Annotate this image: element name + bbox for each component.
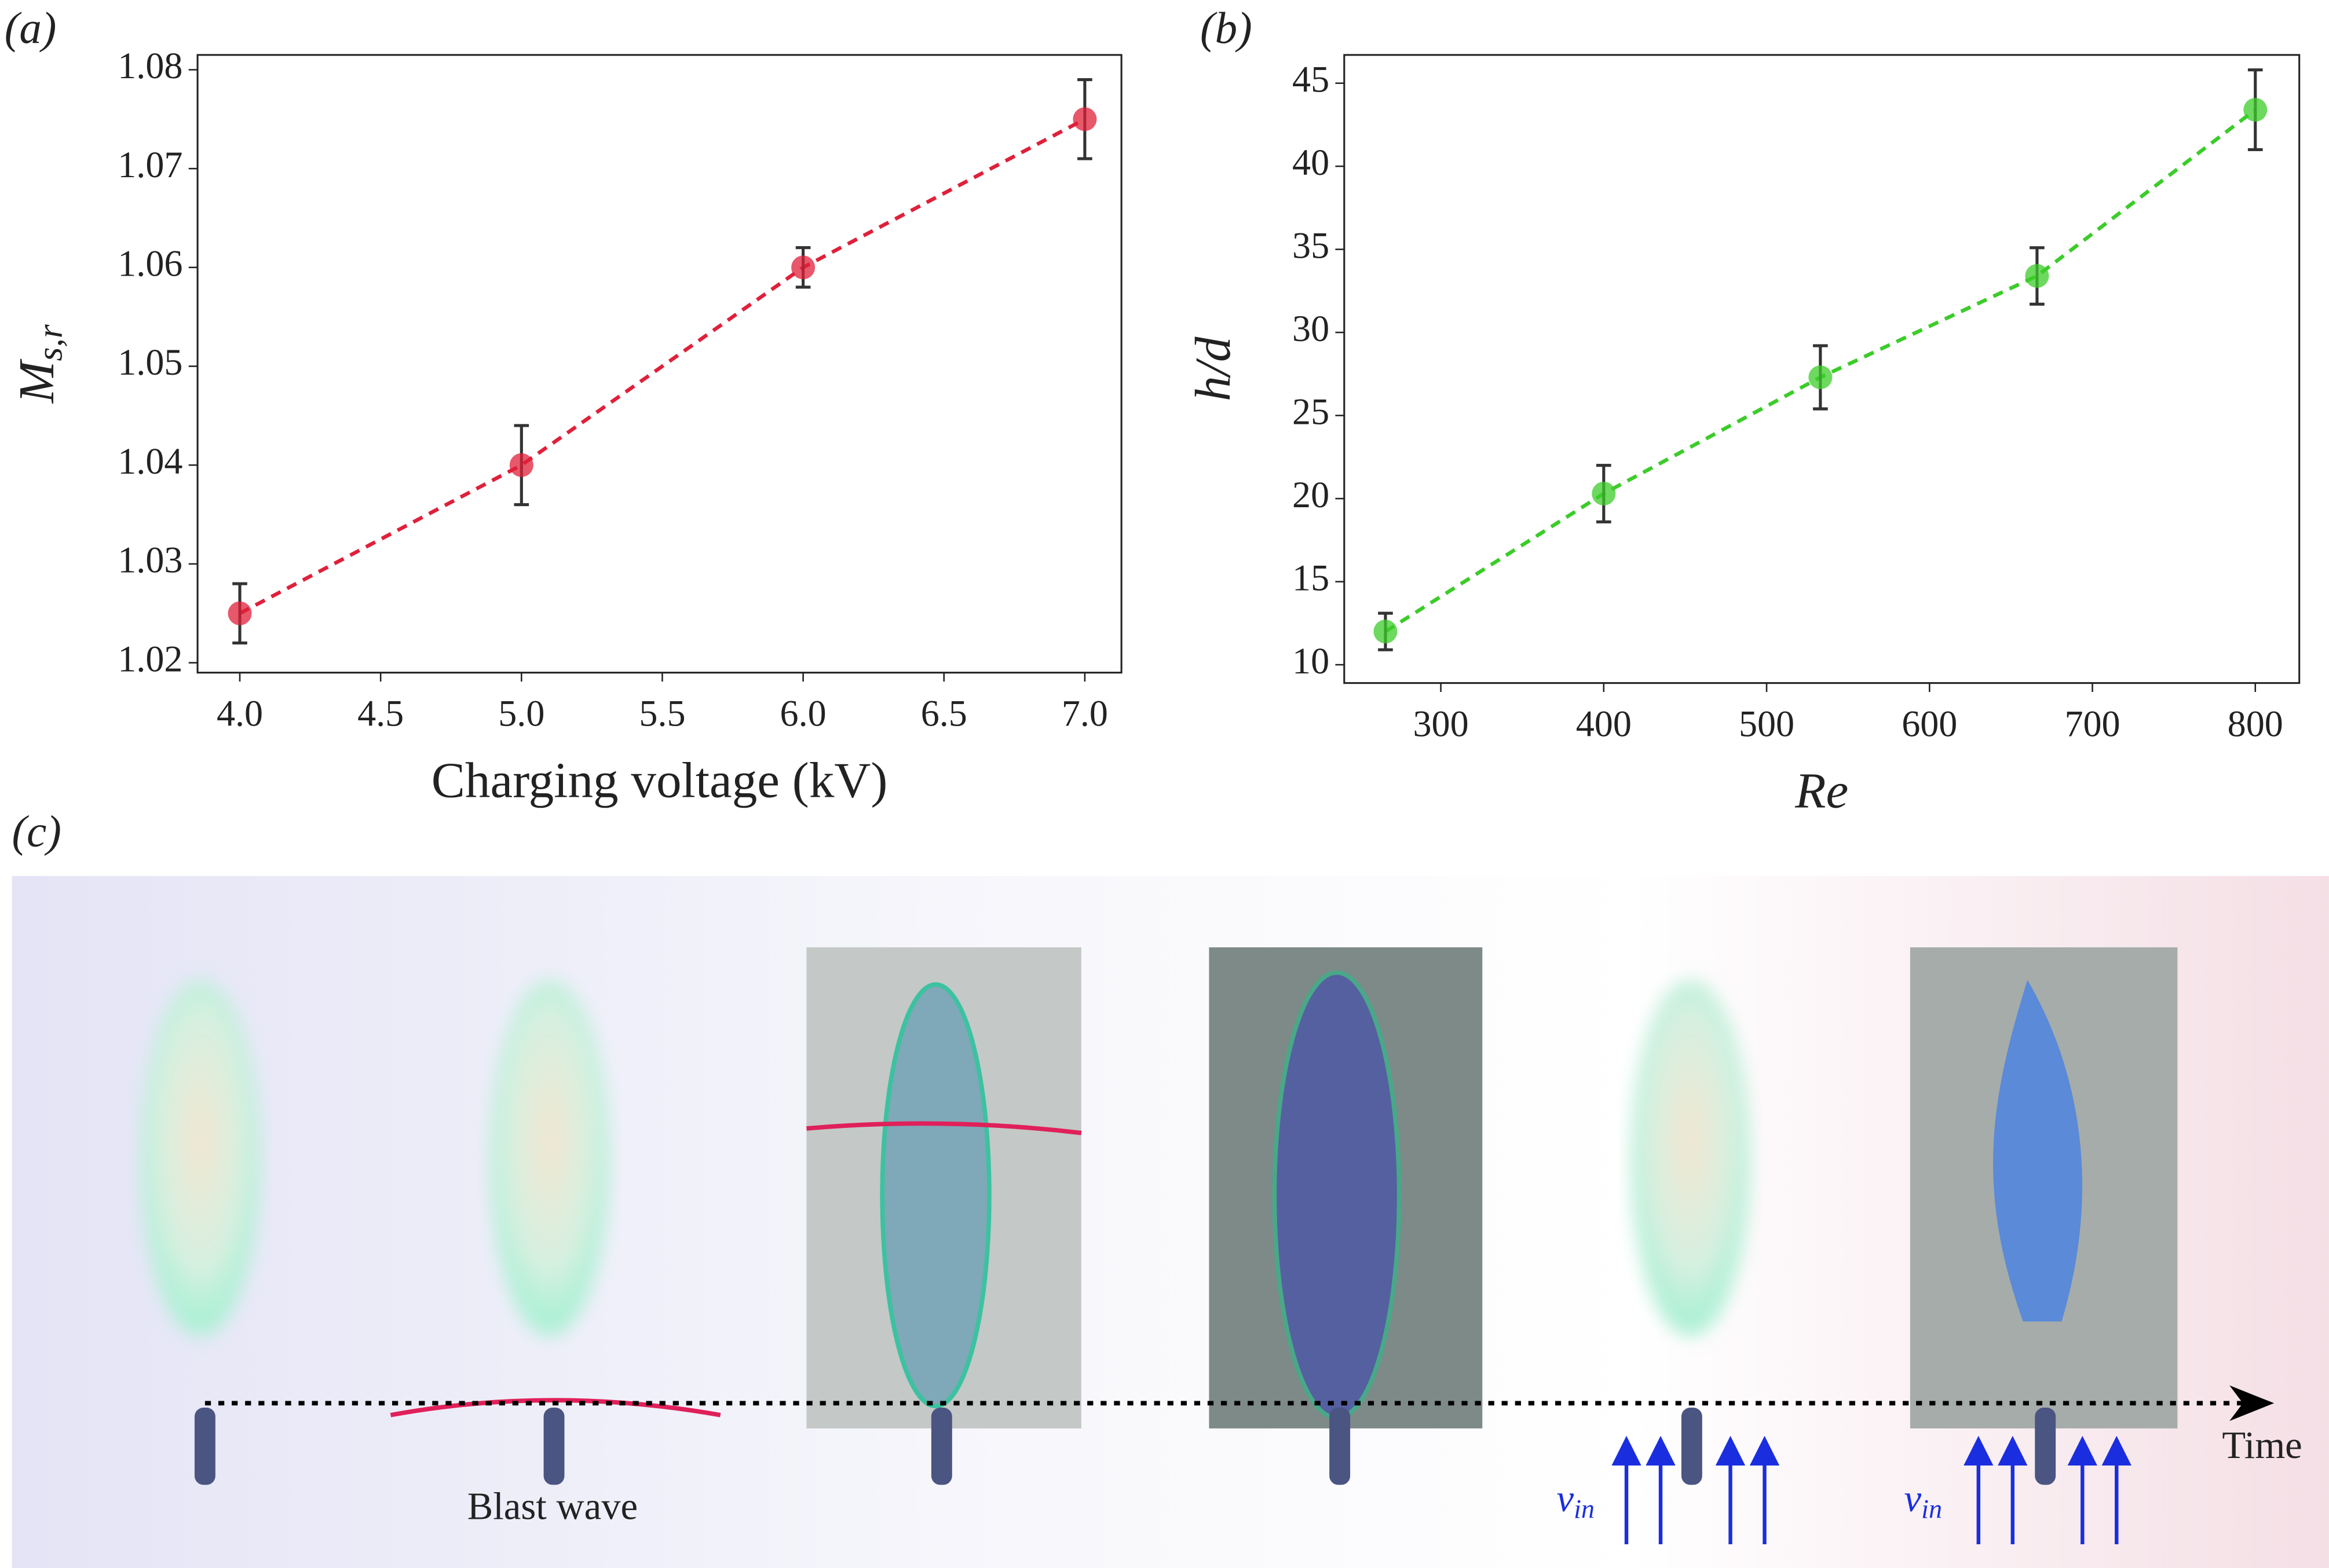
annotation: vin (1904, 1478, 1942, 1523)
x-tick-label: 6.5 (921, 693, 967, 734)
flame (1993, 980, 2082, 1322)
annotation: Blast wave (467, 1485, 638, 1527)
x-tick-label: 300 (1413, 703, 1468, 744)
y-tick-label: 1.06 (118, 243, 182, 284)
y-axis-label: h/d (1184, 336, 1241, 401)
point (1073, 107, 1097, 131)
y-tick-label: 15 (1292, 557, 1329, 598)
x-tick-label: 400 (1576, 703, 1632, 744)
y-axis-label: s,r (30, 324, 70, 361)
series-line (239, 117, 1086, 616)
y-axis-label: h/d (1184, 336, 1241, 401)
annotation: in (1921, 1494, 1942, 1523)
y-tick-label: 1.04 (118, 441, 182, 482)
y-axis-label: Ms,r (8, 324, 70, 404)
y-tick-label: 25 (1292, 391, 1329, 432)
panel-label: (b) (1200, 3, 1252, 53)
point (228, 601, 252, 625)
point (509, 453, 533, 477)
annotation: in (1574, 1494, 1595, 1523)
x-tick-label: 6.0 (780, 693, 827, 734)
flame (880, 982, 992, 1409)
annotation: v (1904, 1478, 1922, 1520)
flame (141, 980, 260, 1336)
nozzles (194, 1408, 2056, 1485)
plot-frame (1343, 54, 2301, 684)
x-tick-label: 7.0 (1062, 693, 1108, 734)
panel-label: (c) (12, 806, 61, 856)
panel-c: (c) Blast wave vin vin Time (12, 806, 2329, 1568)
x-tick-label: 5.0 (498, 693, 544, 734)
x-tick-label: 800 (2228, 703, 2283, 744)
point (2025, 264, 2049, 288)
x-tick-label: 4.5 (357, 693, 404, 734)
y-tick-label: 40 (1292, 142, 1329, 183)
annotation: vin (1557, 1478, 1595, 1523)
panel-label: (a) (5, 3, 57, 53)
point (2243, 98, 2268, 122)
inflow-arrows (1611, 1435, 2131, 1544)
plot-frame (196, 54, 1123, 674)
flame (490, 980, 609, 1336)
annotation: Time (2222, 1424, 2302, 1467)
y-tick-label: 1.05 (118, 342, 182, 383)
annotation: v (1557, 1478, 1574, 1520)
x-axis-label: Charging voltage (kV) (432, 752, 888, 808)
y-axis-label: M (8, 358, 64, 404)
x-axis-label: Re (1794, 763, 1848, 819)
point (1808, 365, 1833, 390)
x-tick-label: 500 (1739, 703, 1794, 744)
x-tick-label: 5.5 (639, 693, 685, 734)
y-tick-label: 20 (1292, 474, 1329, 515)
y-tick-label: 1.02 (118, 638, 182, 679)
y-tick-label: 30 (1292, 308, 1329, 349)
y-tick-label: 45 (1292, 58, 1329, 100)
y-tick-label: 1.07 (118, 144, 182, 185)
blast-wave (806, 1121, 1082, 1135)
point (791, 255, 816, 280)
flame (1272, 970, 1402, 1420)
point (1592, 481, 1616, 505)
y-tick-label: 1.08 (118, 45, 182, 86)
x-tick-label: 600 (1902, 703, 1957, 744)
x-tick-label: 700 (2064, 703, 2120, 744)
blast-wave (390, 1398, 721, 1417)
point (1373, 620, 1398, 644)
x-tick-label: 4.0 (217, 693, 263, 734)
y-tick-label: 10 (1292, 640, 1329, 682)
y-tick-label: 1.03 (118, 540, 182, 581)
flame (1630, 980, 1750, 1336)
y-tick-label: 35 (1292, 225, 1329, 266)
